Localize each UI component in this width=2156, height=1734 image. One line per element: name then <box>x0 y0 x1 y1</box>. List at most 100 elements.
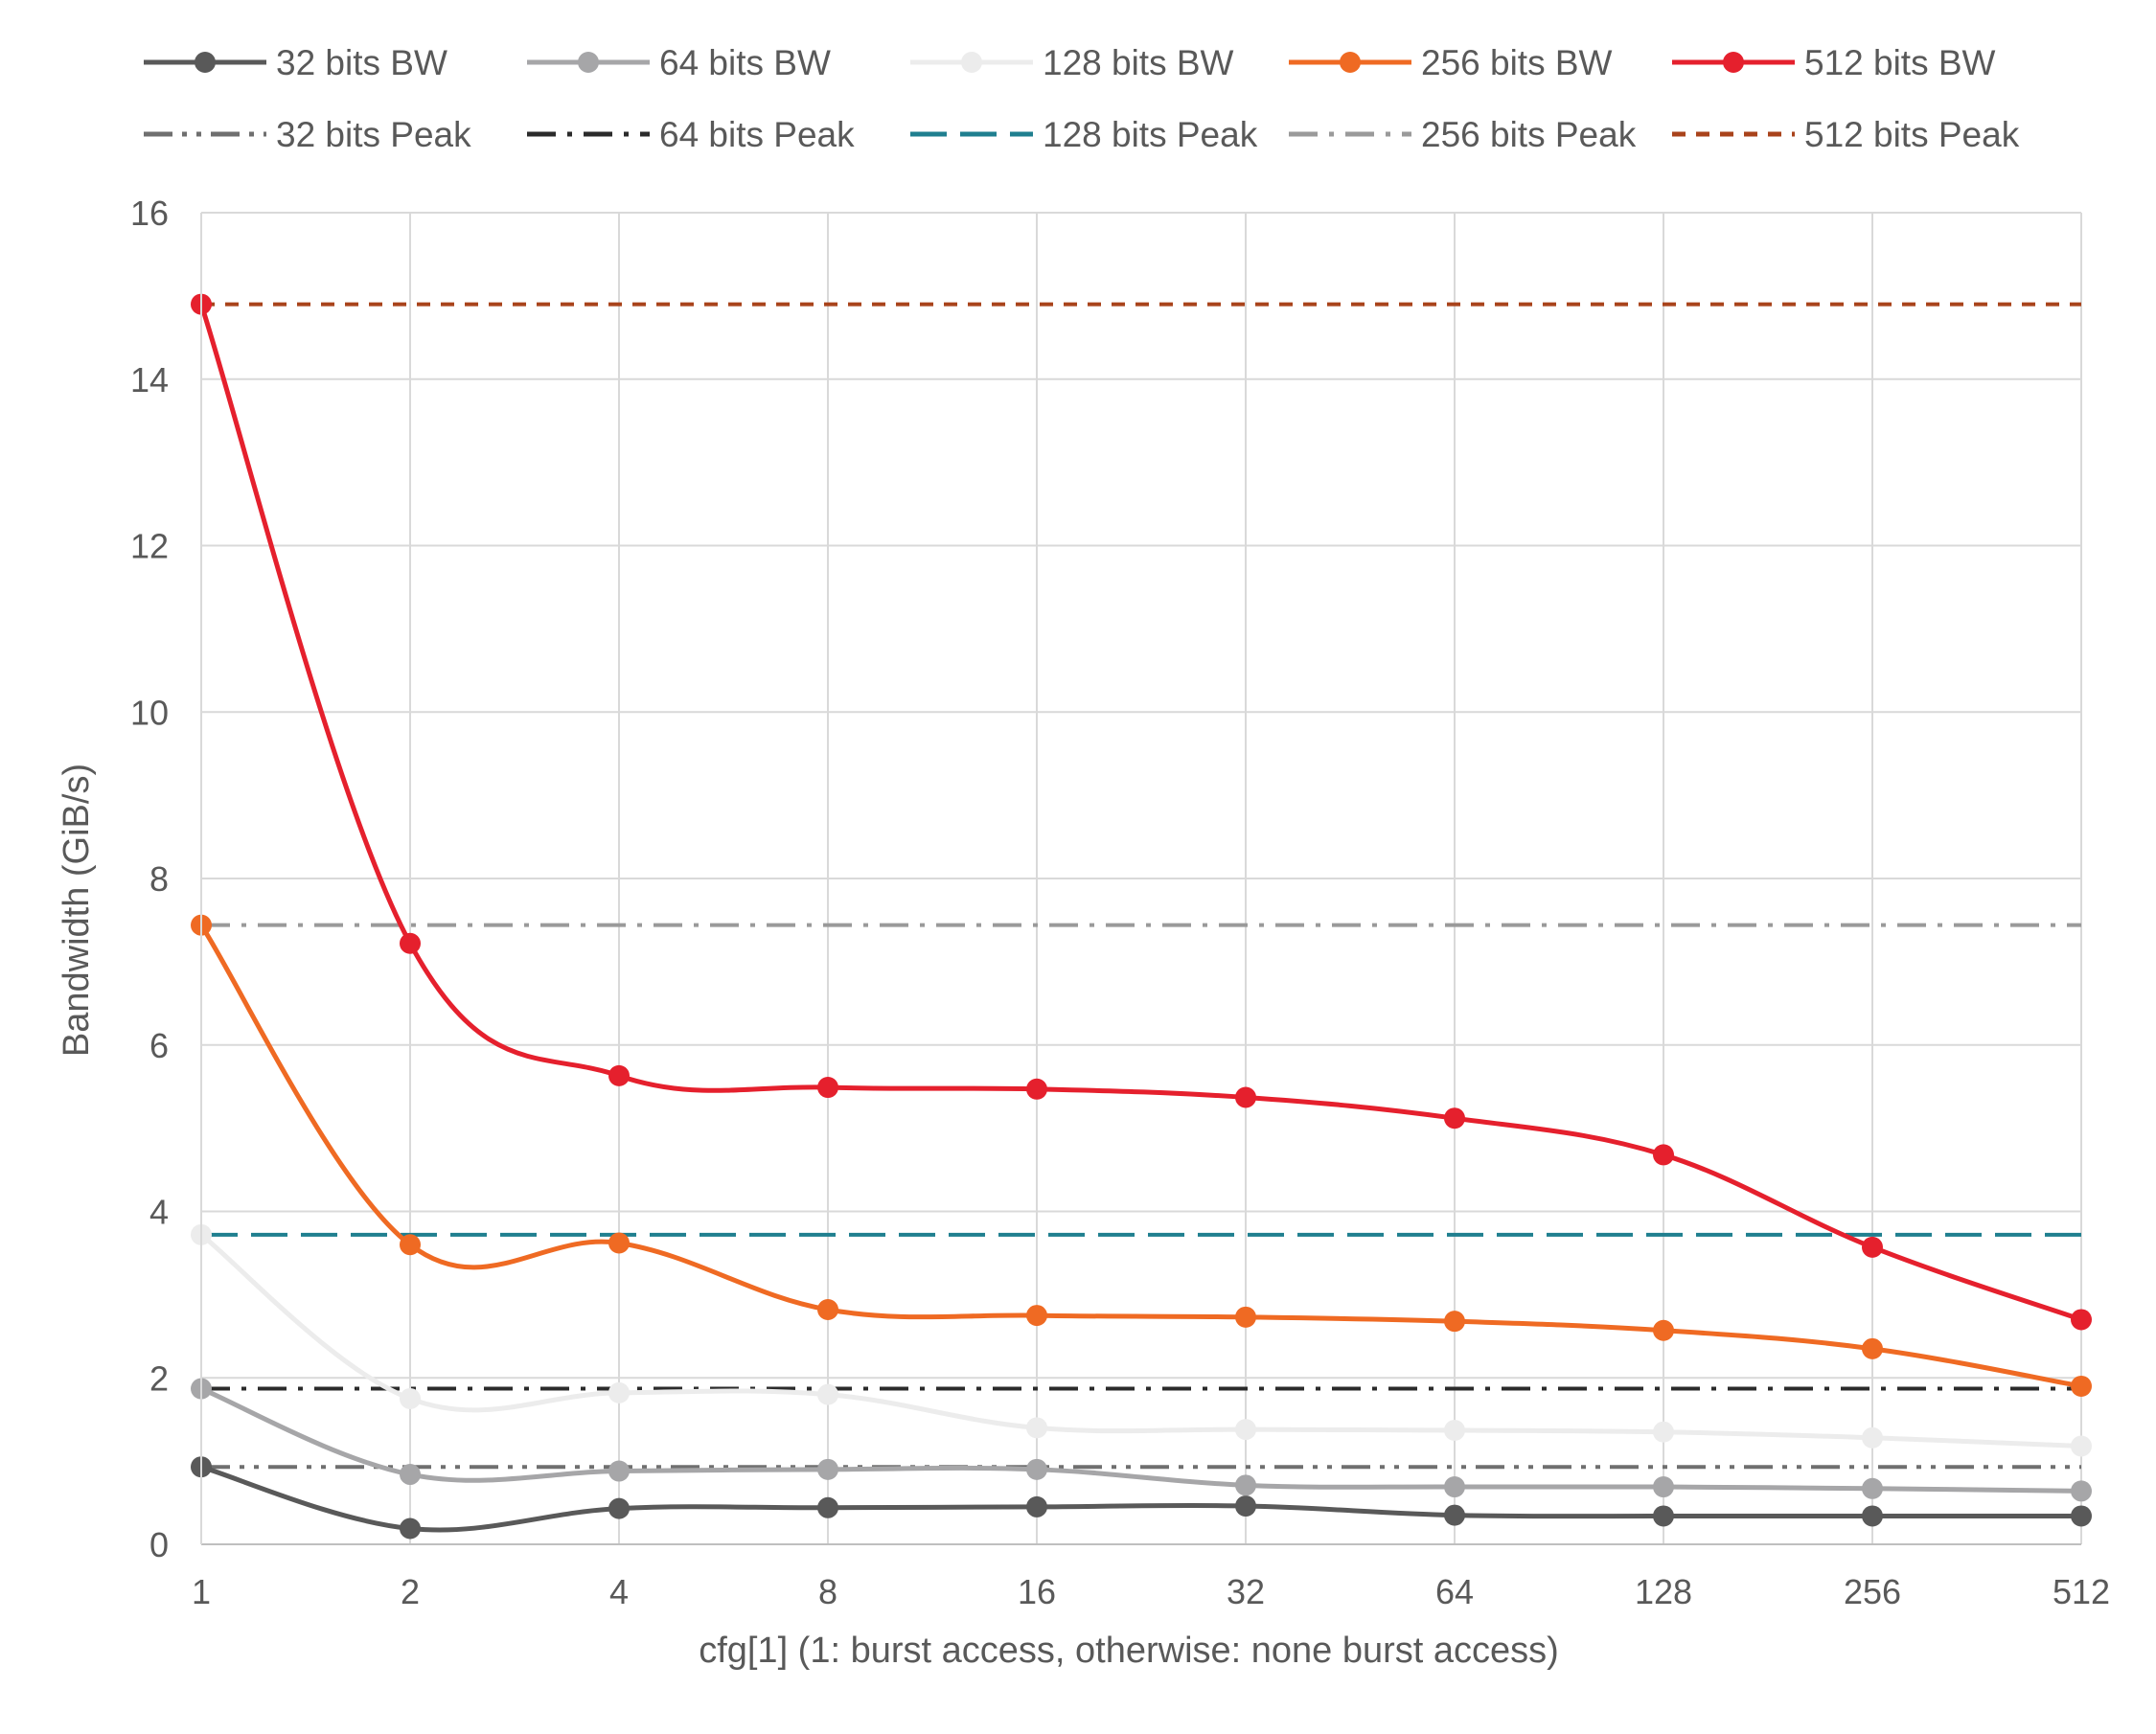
data-point <box>1444 1476 1465 1498</box>
data-point <box>400 932 421 954</box>
x-axis-title: cfg[1] (1: burst access, otherwise: none… <box>699 1631 1559 1671</box>
legend-label: 128 bits Peak <box>1043 115 1258 154</box>
data-point <box>817 1077 838 1099</box>
data-point <box>1444 1419 1465 1441</box>
y-tick-label: 4 <box>149 1193 169 1232</box>
x-tick-label: 2 <box>401 1572 420 1611</box>
series-256-bits-bw <box>191 914 2092 1397</box>
data-point <box>1235 1086 1256 1108</box>
data-point <box>2071 1309 2092 1331</box>
series-64-bits-bw <box>191 1378 2092 1502</box>
x-tick-label: 128 <box>1635 1572 1692 1611</box>
data-point <box>1444 1107 1465 1129</box>
legend-label: 256 bits BW <box>1421 43 1613 82</box>
data-point <box>1862 1426 1883 1449</box>
data-point <box>2071 1435 2092 1457</box>
series-line-128-bits-bw <box>199 1232 2082 1449</box>
y-tick-label: 10 <box>130 693 169 732</box>
legend-label: 256 bits Peak <box>1421 115 1637 154</box>
legend-label: 32 bits BW <box>276 43 447 82</box>
legend-item-256-bits-bw: 256 bits BW <box>1289 43 1613 82</box>
data-point <box>1026 1458 1047 1480</box>
legend-marker <box>195 52 216 73</box>
data-point <box>400 1234 421 1256</box>
data-point <box>608 1381 630 1403</box>
data-point <box>1862 1477 1883 1499</box>
series-512-bits-bw <box>191 293 2092 1331</box>
legend-item-512-bits-peak: 512 bits Peak <box>1672 115 2020 154</box>
x-tick-label: 32 <box>1227 1572 1265 1611</box>
data-point <box>817 1299 838 1321</box>
data-point <box>1026 1305 1047 1327</box>
legend-item-32-bits-peak: 32 bits Peak <box>144 115 471 154</box>
data-point <box>1862 1337 1883 1359</box>
x-tick-label: 512 <box>2053 1572 2110 1611</box>
series-line-256-bits-bw <box>198 924 2082 1389</box>
y-tick-label: 0 <box>149 1525 169 1564</box>
y-tick-label: 12 <box>130 527 169 566</box>
legend-item-128-bits-peak: 128 bits Peak <box>910 115 1258 154</box>
data-point <box>400 1387 421 1409</box>
data-point <box>1444 1311 1465 1333</box>
data-point <box>1235 1474 1256 1496</box>
x-tick-label: 8 <box>818 1572 837 1611</box>
y-tick-label: 6 <box>149 1026 169 1065</box>
data-point <box>817 1383 838 1405</box>
data-point <box>817 1458 838 1480</box>
x-tick-label: 1 <box>192 1572 211 1611</box>
x-tick-label: 16 <box>1018 1572 1056 1611</box>
data-point <box>608 1064 630 1086</box>
data-point <box>2071 1375 2092 1397</box>
data-point <box>817 1496 838 1518</box>
bandwidth-series <box>191 293 2092 1540</box>
data-point <box>2071 1480 2092 1502</box>
data-point <box>1026 1078 1047 1100</box>
data-point <box>400 1464 421 1486</box>
data-point <box>608 1232 630 1254</box>
data-point <box>1235 1419 1256 1441</box>
legend-marker <box>961 52 982 73</box>
legend-label: 64 bits Peak <box>659 115 855 154</box>
data-point <box>608 1497 630 1519</box>
legend-item-128-bits-bw: 128 bits BW <box>910 43 1234 82</box>
data-point <box>1653 1319 1674 1341</box>
data-point <box>1235 1495 1256 1517</box>
legend-label: 32 bits Peak <box>276 115 471 154</box>
legend-label: 128 bits BW <box>1043 43 1234 82</box>
legend-item-64-bits-bw: 64 bits BW <box>527 43 831 82</box>
y-tick-label: 14 <box>130 360 169 399</box>
series-line-512-bits-bw <box>198 303 2082 1322</box>
legend-marker <box>578 52 599 73</box>
legend-item-64-bits-peak: 64 bits Peak <box>527 115 855 154</box>
legend-item-256-bits-peak: 256 bits Peak <box>1289 115 1637 154</box>
series-128-bits-bw <box>191 1223 2092 1457</box>
data-point <box>608 1460 630 1482</box>
data-point <box>1653 1476 1674 1498</box>
x-tick-label: 64 <box>1435 1572 1474 1611</box>
y-tick-label: 16 <box>130 194 169 233</box>
x-tick-label: 256 <box>1844 1572 1901 1611</box>
legend-marker <box>1340 52 1361 73</box>
data-point <box>1653 1421 1674 1443</box>
data-point <box>1026 1495 1047 1517</box>
y-axis-title: Bandwidth (GiB/s) <box>57 764 97 1057</box>
series-line-32-bits-bw <box>200 1464 2081 1533</box>
data-point <box>1653 1505 1674 1527</box>
x-tick-label: 4 <box>609 1572 629 1611</box>
y-tick-label: 2 <box>149 1358 169 1398</box>
data-point <box>1862 1236 1883 1258</box>
legend-label: 512 bits BW <box>1804 43 1996 82</box>
legend: 32 bits BW 64 bits BW 128 bits BW 256 bits … <box>144 43 2020 154</box>
legend-item-32-bits-bw: 32 bits BW <box>144 43 447 82</box>
legend-label: 64 bits BW <box>659 43 831 82</box>
data-point <box>1235 1306 1256 1328</box>
data-point <box>1862 1505 1883 1527</box>
peak-lines <box>201 302 2081 1470</box>
series-line-64-bits-bw <box>200 1386 2082 1494</box>
legend-label: 512 bits Peak <box>1804 115 2020 154</box>
legend-item-512-bits-bw: 512 bits BW <box>1672 43 1996 82</box>
data-point <box>1444 1504 1465 1526</box>
legend-marker <box>1723 52 1744 73</box>
